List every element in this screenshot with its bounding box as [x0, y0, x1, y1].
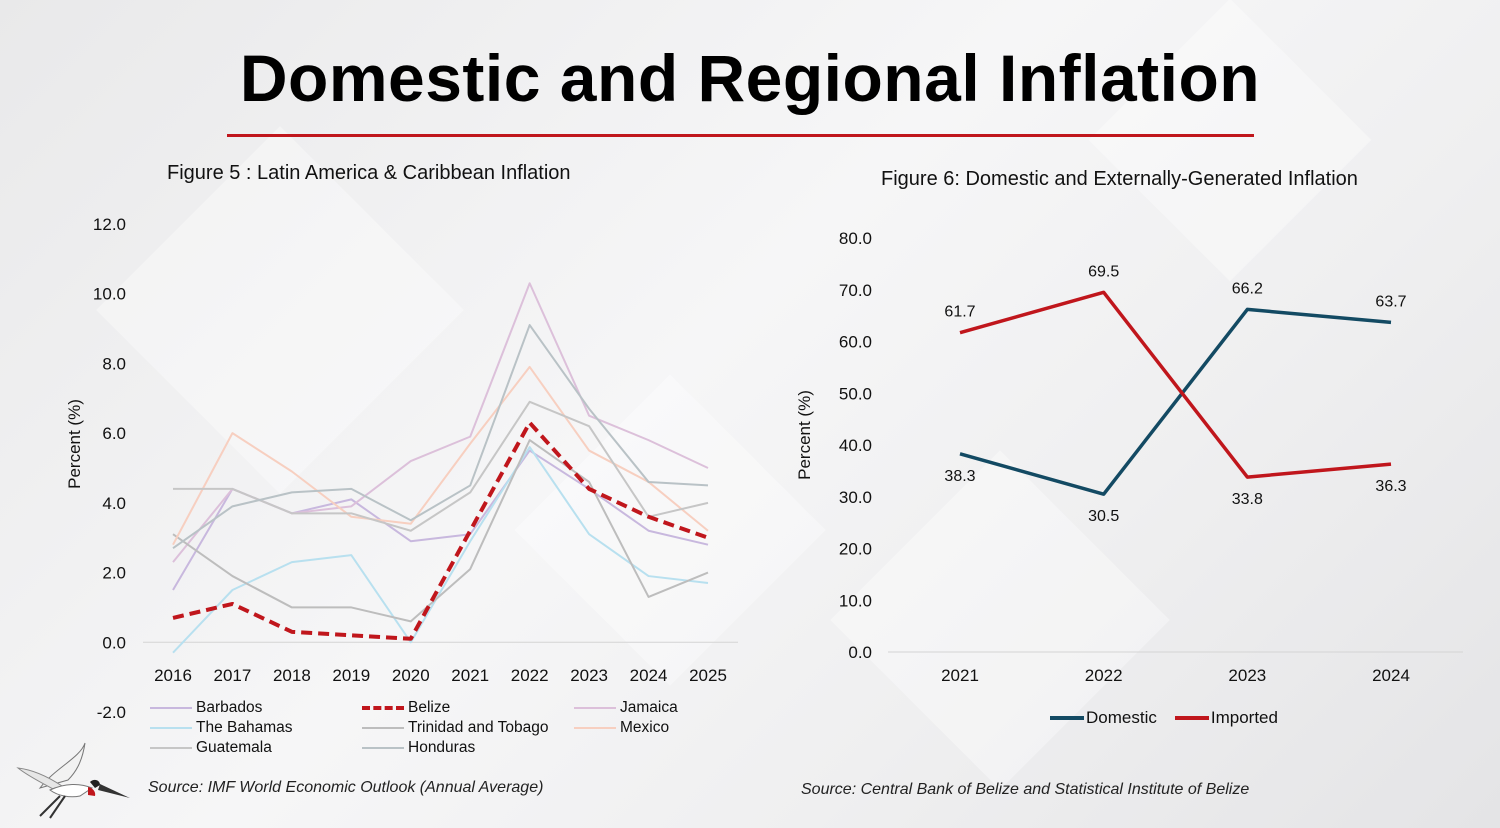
figure5-x-tick-label: 2021 — [451, 666, 489, 685]
figure6-y-tick-label: 60.0 — [839, 333, 872, 352]
figure5-y-tick-label: 4.0 — [102, 494, 126, 513]
figure6-series-line-imported — [959, 290, 1392, 479]
page-title: Domestic and Regional Inflation — [239, 41, 1261, 115]
figure6-x-tick-label: 2024 — [1372, 666, 1410, 685]
figure5-legend-item: Honduras — [362, 739, 475, 757]
figure5-series-line-trinidad-and-tobago — [172, 439, 709, 623]
figure5-title: Figure 5 : Latin America & Caribbean Inf… — [167, 162, 571, 184]
figure5-legend-item: The Bahamas — [150, 719, 293, 737]
figure5-legend-label: Guatemala — [196, 739, 272, 756]
figure6-data-label: 63.7 — [1375, 293, 1406, 310]
figure6-y-tick-label: 20.0 — [839, 540, 872, 559]
figure5-legend-swatch — [362, 727, 404, 729]
figure5-x-tick-label: 2025 — [689, 666, 727, 685]
figure5-x-tick-label: 2016 — [154, 666, 192, 685]
figure5-y-tick-label: 2.0 — [102, 564, 126, 583]
figure5-legend-label: Honduras — [408, 739, 476, 756]
figure6-legend-item: Domestic — [1050, 708, 1157, 728]
figure5-x-tick-label: 2022 — [511, 666, 549, 685]
figure6-data-label: 66.2 — [1232, 280, 1263, 297]
figure5-legend-label: Belize — [408, 699, 451, 716]
figure5-legend-item: Mexico — [574, 719, 669, 737]
figure6-legend-item: Imported — [1174, 708, 1278, 728]
figure6-data-label: 69.5 — [1088, 263, 1119, 280]
figure6-y-tick-label: 10.0 — [839, 591, 872, 610]
figure6-data-label: 33.8 — [1232, 491, 1263, 508]
figure6-source: Source: Central Bank of Belize and Stati… — [801, 781, 1250, 798]
figure5-legend-swatch — [362, 706, 404, 710]
figure6-y-tick-label: 40.0 — [839, 436, 872, 455]
figure5-y-tick-label: 12.0 — [93, 215, 126, 234]
figure5-legend-swatch — [362, 747, 404, 749]
figure5-chart: Percent (%) 12.0 10.0 8.0 6.0 4.0 2.0 0.0 -2.0 20… — [65, 215, 738, 722]
figure5-series-line-the-bahamas — [172, 446, 709, 654]
figure5-series-line-honduras — [172, 324, 709, 549]
figure5-y-tick-label: -2.0 — [97, 703, 126, 722]
figure5-legend-label: Jamaica — [620, 699, 678, 716]
figure5-x-tick-label: 2023 — [570, 666, 608, 685]
figure6-data-label: 61.7 — [944, 304, 975, 321]
figure6-legend: Domestic Imported — [1050, 708, 1278, 728]
jabiru-bird-logo — [16, 742, 130, 819]
figure6-legend-label: Domestic — [1086, 708, 1157, 727]
figure5-x-tick-label: 2017 — [214, 666, 252, 685]
figure6-y-tick-label: 70.0 — [839, 281, 872, 300]
figure6-y-tick-label: 0.0 — [848, 643, 872, 662]
figure6-y-tick-label: 30.0 — [839, 488, 872, 507]
figure5-series-line-guatemala — [173, 400, 709, 532]
figure5-legend-label: The Bahamas — [196, 719, 293, 736]
figure5-legend-swatch — [150, 747, 192, 749]
figure5-y-tick-label: 6.0 — [102, 424, 126, 443]
figure6-legend-swatch — [1050, 716, 1084, 720]
figure6-x-tick-label: 2023 — [1228, 666, 1266, 685]
figure5-source: Source: IMF World Economic Outlook (Annu… — [148, 779, 544, 796]
figure5-x-tick-label: 2019 — [332, 666, 370, 685]
figure5-legend-item: Guatemala — [150, 739, 272, 757]
figure6-legend-label: Imported — [1210, 708, 1278, 727]
figure5-x-tick-label: 2018 — [273, 666, 311, 685]
figure5-legend-swatch — [150, 707, 192, 709]
figure5-y-axis-label: Percent (%) — [65, 399, 84, 489]
figure6-data-label: 30.5 — [1088, 508, 1119, 525]
figure5-legend-item: Trinidad and Tobago — [362, 719, 548, 737]
figure6-data-label: 38.3 — [944, 468, 975, 485]
figure5-legend-item: Belize — [362, 699, 450, 717]
figure5-y-tick-label: 10.0 — [93, 285, 126, 304]
figure5-series-line-belize — [172, 420, 709, 641]
figure5-legend-swatch — [574, 727, 616, 729]
figure6-y-tick-label: 50.0 — [839, 384, 872, 403]
figure6-y-axis-label: Percent (%) — [795, 390, 814, 480]
figure5-x-tick-label: 2020 — [392, 666, 430, 685]
figure6-x-tick-label: 2022 — [1085, 666, 1123, 685]
figure6-data-label: 36.3 — [1375, 478, 1406, 495]
figure6-title: Figure 6: Domestic and Externally-Genera… — [881, 168, 1358, 190]
figure6-x-tick-label: 2021 — [941, 666, 979, 685]
figure5-legend-item: Barbados — [150, 699, 262, 717]
figure5-legend-swatch — [574, 707, 616, 709]
title-underline — [227, 134, 1254, 137]
figure5-x-tick-label: 2024 — [630, 666, 668, 685]
figure5-legend-label: Barbados — [196, 699, 263, 716]
figure5-legend-label: Mexico — [620, 719, 670, 736]
figure5-series-line-mexico — [172, 365, 709, 546]
figure5-legend-label: Trinidad and Tobago — [408, 719, 549, 736]
figure6-y-tick-label: 80.0 — [839, 229, 872, 248]
figure5-legend-swatch — [150, 727, 192, 729]
figure6-series-line-domestic — [959, 307, 1392, 496]
figure5-y-tick-label: 0.0 — [102, 633, 126, 652]
figure5-y-tick-label: 8.0 — [102, 354, 126, 373]
figure6-legend-swatch — [1174, 716, 1209, 720]
figure5-legend-item: Jamaica — [574, 699, 678, 717]
